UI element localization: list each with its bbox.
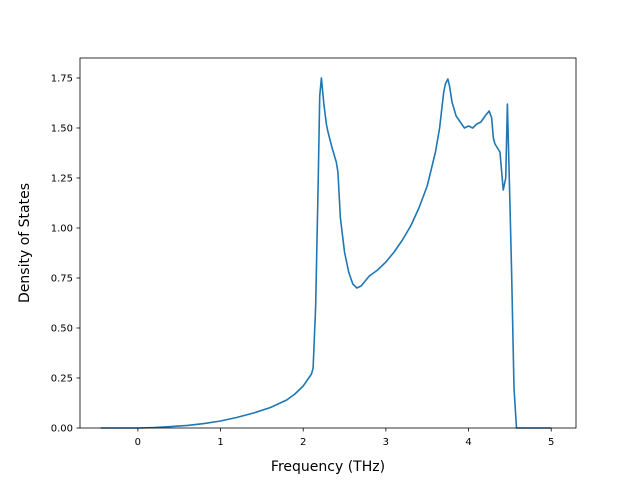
y-axis-label: Density of States [17,183,33,303]
y-tick-label: 1.25 [51,174,73,185]
y-tick-label: 0.50 [51,324,73,335]
x-tick-label: 4 [465,437,471,448]
y-tick-label: 1.50 [51,124,73,135]
x-tick-label: 2 [300,437,306,448]
ticks-layer: 0 1 2 3 4 5 0.00 0.25 0.50 0.75 1.00 1.25 1.50 1.75 [51,74,555,449]
plot-area-frame [79,57,577,429]
series-line-0 [100,77,552,429]
y-tick-label: 0.75 [51,274,73,285]
x-tick-label: 5 [548,437,554,448]
x-tick-label: 3 [383,437,389,448]
y-tick-label: 0.25 [51,374,73,385]
y-tick-label: 1.00 [51,224,73,235]
x-axis-label: Frequency (THz) [271,459,385,475]
x-tick-label: 0 [135,437,141,448]
y-tick-label: 0.00 [51,424,73,435]
y-tick-label: 1.75 [51,74,73,85]
x-tick-label: 1 [217,437,223,448]
